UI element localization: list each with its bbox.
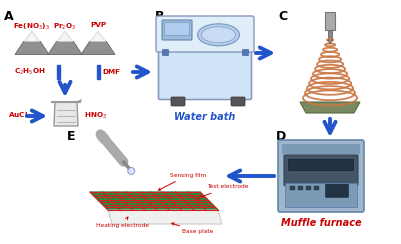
Polygon shape [15, 41, 49, 54]
Bar [306, 186, 311, 190]
Text: Fe(NO$_3$)$_3$: Fe(NO$_3$)$_3$ [14, 22, 51, 32]
Text: Heating electrode: Heating electrode [96, 217, 149, 227]
Text: Pr$_2$O$_3$: Pr$_2$O$_3$ [53, 22, 77, 32]
Circle shape [128, 167, 135, 174]
Bar [282, 144, 360, 154]
Text: DMF: DMF [102, 69, 120, 75]
FancyBboxPatch shape [231, 97, 245, 106]
Text: PVP: PVP [90, 22, 106, 28]
Polygon shape [300, 102, 360, 113]
Text: Base plate: Base plate [172, 223, 213, 234]
Text: Test electrode: Test electrode [196, 184, 249, 199]
Polygon shape [108, 210, 222, 224]
Text: C: C [278, 10, 287, 23]
FancyBboxPatch shape [171, 97, 185, 106]
Bar [298, 186, 303, 190]
Text: D: D [276, 130, 286, 143]
Text: Muffle furnace: Muffle furnace [281, 218, 361, 228]
Bar [328, 30, 332, 40]
FancyBboxPatch shape [326, 184, 348, 197]
FancyBboxPatch shape [162, 20, 192, 40]
FancyBboxPatch shape [284, 155, 358, 185]
Polygon shape [54, 102, 78, 126]
Text: Water bath: Water bath [174, 112, 236, 122]
Polygon shape [90, 192, 218, 210]
FancyBboxPatch shape [164, 22, 190, 35]
Text: C$_2$H$_5$OH: C$_2$H$_5$OH [14, 67, 46, 77]
Polygon shape [48, 41, 82, 54]
Bar [57, 65, 60, 79]
Bar [97, 65, 100, 79]
Bar [325, 12, 335, 30]
Ellipse shape [201, 27, 235, 43]
Text: A: A [4, 10, 14, 23]
Bar [314, 186, 319, 190]
FancyBboxPatch shape [278, 140, 364, 212]
Text: AuCl$_3$: AuCl$_3$ [8, 111, 31, 121]
Text: HNO$_3$: HNO$_3$ [84, 111, 107, 121]
Text: B: B [155, 10, 164, 23]
FancyBboxPatch shape [156, 16, 254, 52]
Polygon shape [90, 31, 105, 41]
Polygon shape [57, 31, 73, 41]
Bar [285, 183, 357, 207]
Bar [290, 186, 295, 190]
Bar [242, 49, 248, 55]
Bar [162, 49, 168, 55]
Ellipse shape [198, 24, 239, 46]
Polygon shape [81, 41, 115, 54]
Text: E: E [67, 130, 75, 143]
FancyBboxPatch shape [158, 44, 251, 100]
Text: Sensing film: Sensing film [158, 173, 206, 190]
FancyBboxPatch shape [288, 160, 354, 171]
Polygon shape [24, 31, 40, 41]
